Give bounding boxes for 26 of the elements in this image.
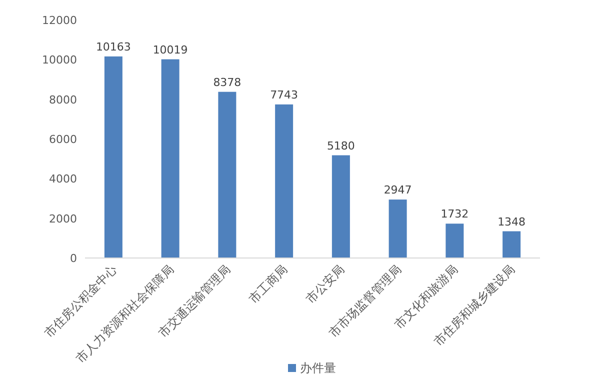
data-label: 10019 [152, 43, 188, 56]
y-tick-label: 10000 [42, 54, 77, 67]
y-tick-label: 8000 [49, 93, 77, 106]
data-label: 2947 [384, 184, 412, 197]
legend-label: 办件量 [300, 361, 336, 375]
bar [446, 224, 464, 258]
data-label: 5180 [326, 139, 355, 152]
y-tick-label: 2000 [49, 212, 77, 226]
bar [502, 231, 521, 258]
x-tick-label: 市工商局 [246, 262, 290, 306]
bar [275, 104, 294, 258]
bar [218, 92, 236, 258]
bar [104, 56, 122, 258]
bar [161, 59, 180, 258]
data-label: 8378 [213, 76, 242, 89]
x-tick-label: 市公安局 [303, 262, 348, 306]
bar [388, 200, 407, 258]
data-label: 1348 [498, 215, 526, 228]
data-label: 7743 [270, 88, 298, 102]
data-label: 10163 [96, 40, 131, 54]
y-tick-label: 6000 [49, 133, 77, 146]
y-tick-label: 4000 [49, 172, 77, 186]
y-tick-label: 12000 [42, 14, 77, 27]
y-tick-label: 0 [70, 252, 77, 265]
data-label: 1732 [440, 208, 469, 221]
bar [332, 155, 350, 258]
